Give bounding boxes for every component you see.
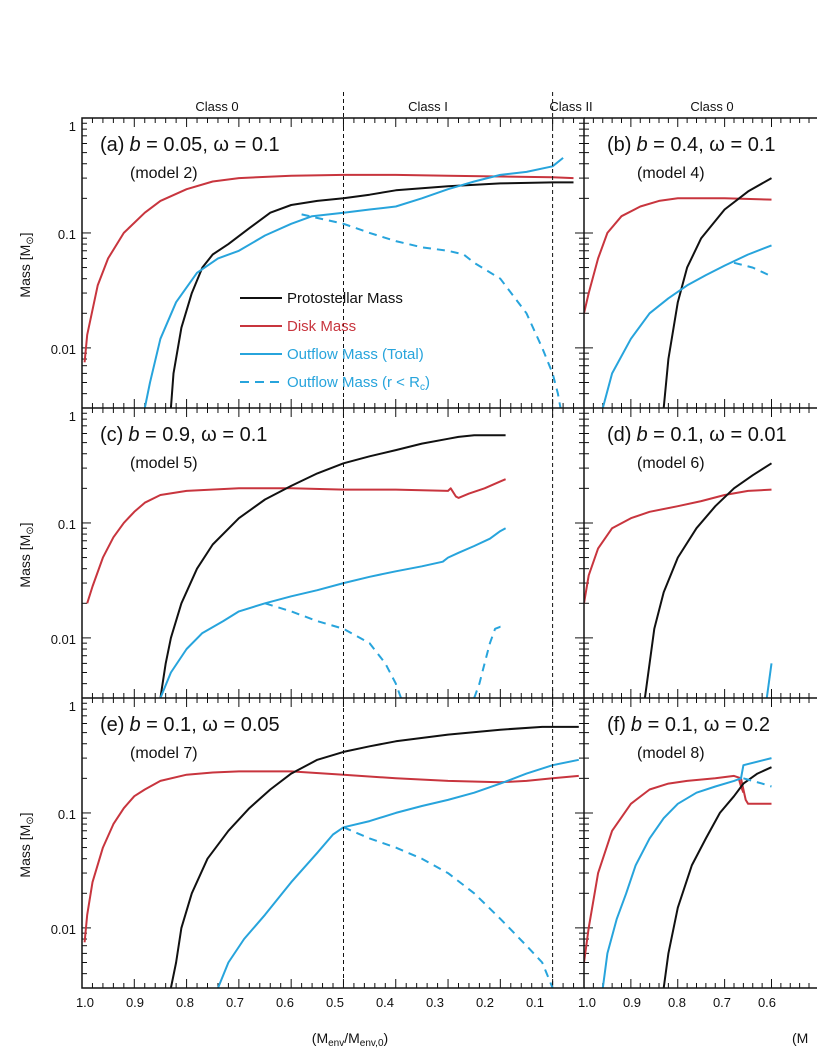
series-d-outflow (765, 663, 773, 698)
x-tick-label-0.4: 0.4 (376, 995, 394, 1010)
x-axis-label-right-fragment: (M (792, 1030, 808, 1046)
series-e-protostellar (169, 725, 579, 988)
y-axis-label-c: Mass [M⊙] (17, 522, 36, 587)
y-tick-label-1: 1 (69, 119, 76, 134)
x-tick-label-right-0.6: 0.6 (758, 995, 776, 1010)
class-label-2: Class II (549, 99, 592, 114)
panel-b-model: (model 4) (637, 165, 705, 182)
y-tick-label-0.01: 0.01 (51, 632, 76, 647)
legend-label-disk: Disk Mass (287, 318, 356, 335)
y-tick-label-1: 1 (69, 409, 76, 424)
x-tick-label-0.2: 0.2 (476, 995, 494, 1010)
class-label-1: Class I (408, 99, 448, 114)
series-c-outflow (159, 527, 507, 698)
series-f-outflow (601, 757, 772, 988)
series-a-disk (83, 173, 574, 363)
x-tick-label-0.9: 0.9 (126, 995, 144, 1010)
x-tick-label-right-0.9: 0.9 (623, 995, 641, 1010)
x-tick-label-0.7: 0.7 (226, 995, 244, 1010)
legend: Protostellar Mass Disk Mass Outflow Mass… (240, 290, 430, 393)
x-tick-label-0.5: 0.5 (326, 995, 344, 1010)
series-c-protostellar (159, 434, 506, 698)
series-e-outflow (217, 758, 580, 988)
series-d-disk (584, 488, 772, 604)
x-tick-labels-right: 1.0 0.9 0.8 0.7 0.6 (578, 995, 776, 1010)
series-b-outflow (601, 244, 772, 408)
class-label-0: Class 0 (195, 99, 238, 114)
panel-d-title: (d) b = 0.1, ω = 0.01 (607, 424, 787, 446)
x-tick-label-0.8: 0.8 (176, 995, 194, 1010)
x-tick-label-right-0.8: 0.8 (668, 995, 686, 1010)
x-tick-label-right-1.0: 1.0 (578, 995, 596, 1010)
series-f-disk (584, 774, 772, 963)
series-layer (83, 157, 773, 988)
panel-a-title: (a) b = 0.05, ω = 0.1 (100, 134, 280, 156)
panel-b-title: (b) b = 0.4, ω = 0.1 (607, 134, 776, 156)
series-a-outflow-inner (301, 213, 562, 408)
series-c-outflow-inner (264, 602, 402, 698)
series-e-disk (83, 770, 579, 943)
panel-a-model: (model 2) (130, 165, 198, 182)
x-tick-label-1.0: 1.0 (76, 995, 94, 1010)
panel-e-model: (model 7) (130, 745, 198, 762)
frame-left (81, 117, 585, 989)
series-b-outflow-inner (733, 261, 772, 278)
series-c-disk (86, 478, 506, 604)
panel-d-model: (model 6) (637, 455, 705, 472)
legend-label-protostellar: Protostellar Mass (287, 290, 403, 307)
y-tick-label-1: 1 (69, 699, 76, 714)
series-a-outflow (143, 157, 564, 408)
series-b-disk (584, 197, 772, 314)
legend-label-outflow: Outflow Mass (Total) (287, 346, 424, 363)
y-tick-label-0.01: 0.01 (51, 922, 76, 937)
panel-e-title: (e) b = 0.1, ω = 0.05 (100, 714, 280, 736)
y-tick-label-0.1: 0.1 (58, 517, 76, 532)
series-b-protostellar (662, 177, 772, 408)
panel-frames (81, 117, 817, 989)
series-f-outflow-inner (743, 777, 772, 788)
y-axis-label-a: Mass [M⊙] (17, 232, 36, 297)
axis-ticks (81, 117, 810, 989)
class-label-right-0: Class 0 (690, 99, 733, 114)
panel-f-title: (f) b = 0.1, ω = 0.2 (607, 714, 770, 736)
panel-c-title: (c) b = 0.9, ω = 0.1 (100, 424, 267, 446)
x-tick-label-0.3: 0.3 (426, 995, 444, 1010)
y-axis-label-e: Mass [M⊙] (17, 812, 36, 877)
series-e-outflow-inner (343, 826, 554, 988)
y-tick-label-0.1: 0.1 (58, 807, 76, 822)
x-axis-label: (Menv/Menv,0) (312, 1030, 388, 1049)
y-tick-label-0.01: 0.01 (51, 342, 76, 357)
series-d-protostellar (643, 462, 773, 698)
x-tick-labels-left: 1.0 0.9 0.8 0.7 0.6 0.5 0.4 0.3 0.2 0.1 (76, 995, 544, 1010)
x-tick-label-0.6: 0.6 (276, 995, 294, 1010)
series-c-outflow-inner-late (473, 625, 506, 698)
panel-c-model: (model 5) (130, 455, 198, 472)
series-f-protostellar (662, 766, 772, 988)
x-tick-label-right-0.7: 0.7 (713, 995, 731, 1010)
y-tick-labels: 1 0.1 0.01 1 0.1 0.01 1 0.1 0.01 (51, 119, 76, 937)
panel-f-model: (model 8) (637, 745, 705, 762)
y-tick-label-0.1: 0.1 (58, 227, 76, 242)
x-tick-label-0.1: 0.1 (526, 995, 544, 1010)
legend-label-outflow-inner: Outflow Mass (r < Rc) (287, 374, 430, 393)
panel-titles: (a) b = 0.05, ω = 0.1 (model 2) (b) b = 0.… (100, 134, 787, 762)
